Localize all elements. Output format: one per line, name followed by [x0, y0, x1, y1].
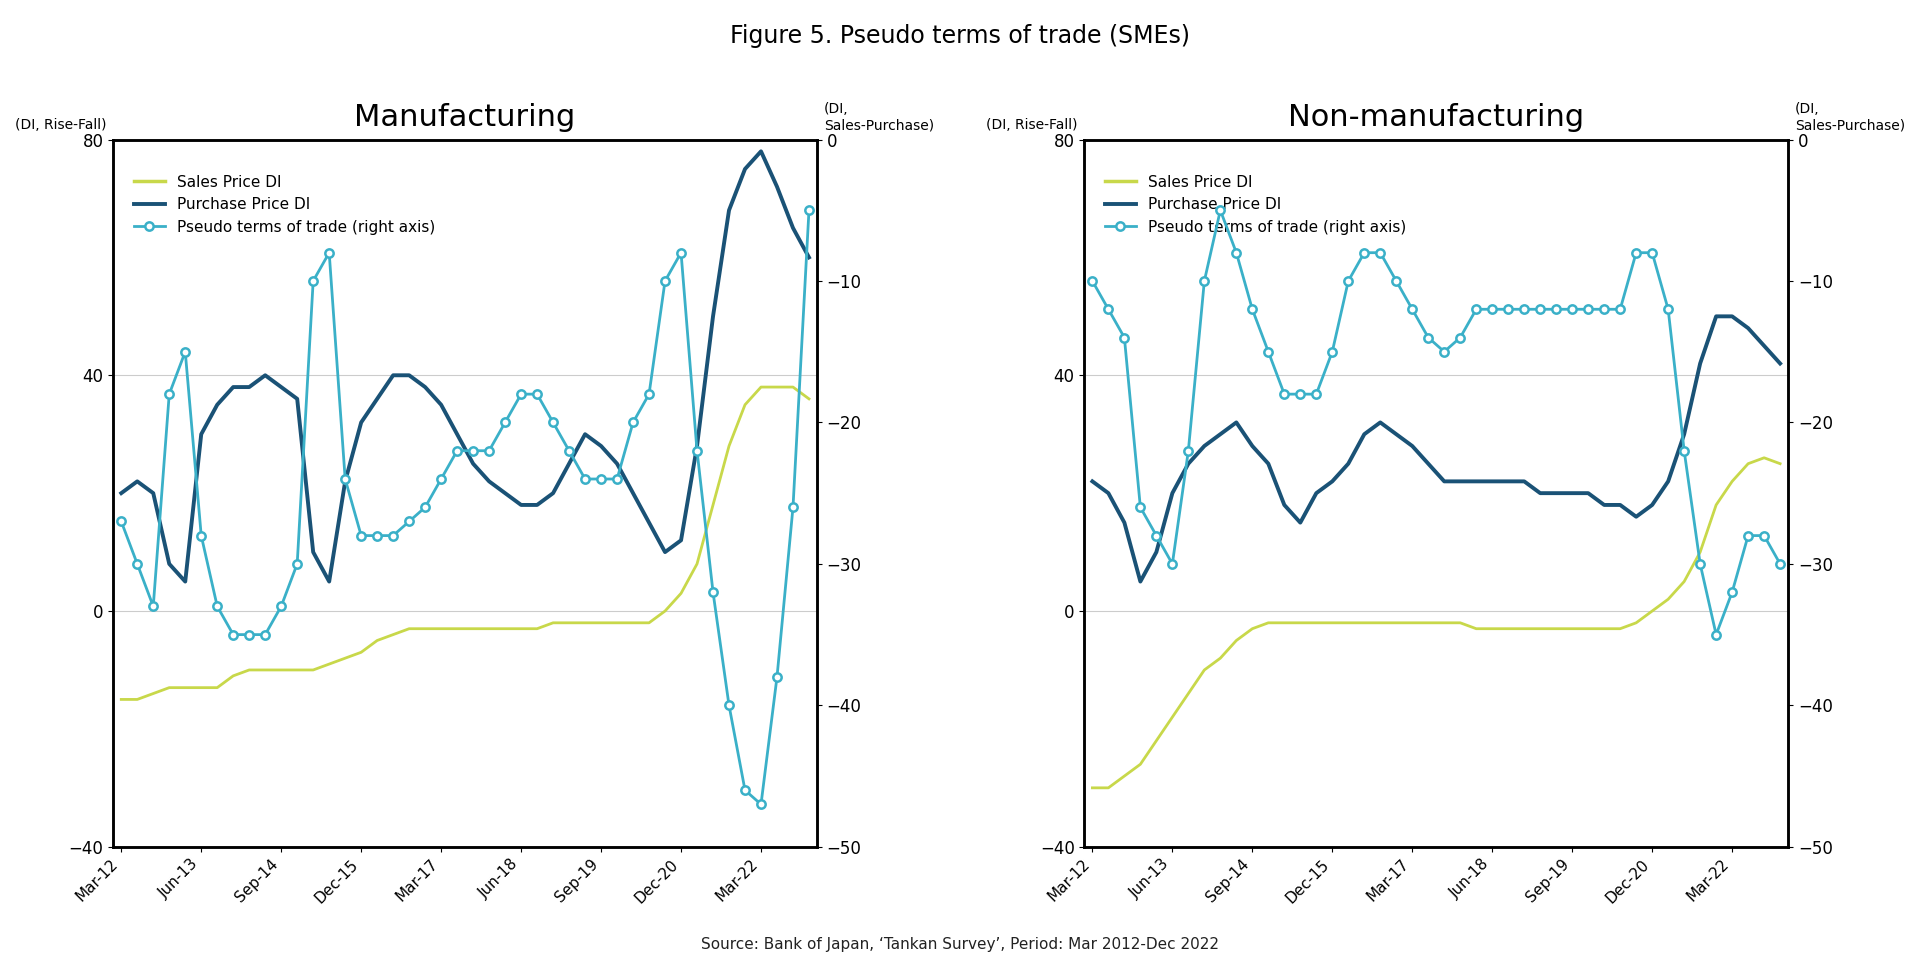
- Legend: Sales Price DI, Purchase Price DI, Pseudo terms of trade (right axis): Sales Price DI, Purchase Price DI, Pseud…: [129, 169, 442, 241]
- Title: Non-manufacturing: Non-manufacturing: [1288, 103, 1584, 131]
- Text: (DI, Rise-Fall): (DI, Rise-Fall): [985, 119, 1077, 132]
- Text: Source: Bank of Japan, ‘Tankan Survey’, Period: Mar 2012-Dec 2022: Source: Bank of Japan, ‘Tankan Survey’, …: [701, 937, 1219, 952]
- Text: Figure 5. Pseudo terms of trade (SMEs): Figure 5. Pseudo terms of trade (SMEs): [730, 24, 1190, 48]
- Legend: Sales Price DI, Purchase Price DI, Pseudo terms of trade (right axis): Sales Price DI, Purchase Price DI, Pseud…: [1098, 169, 1413, 241]
- Title: Manufacturing: Manufacturing: [355, 103, 576, 131]
- Text: (DI,
Sales-Purchase): (DI, Sales-Purchase): [824, 103, 935, 132]
- Text: (DI,
Sales-Purchase): (DI, Sales-Purchase): [1795, 103, 1905, 132]
- Text: (DI, Rise-Fall): (DI, Rise-Fall): [15, 119, 106, 132]
